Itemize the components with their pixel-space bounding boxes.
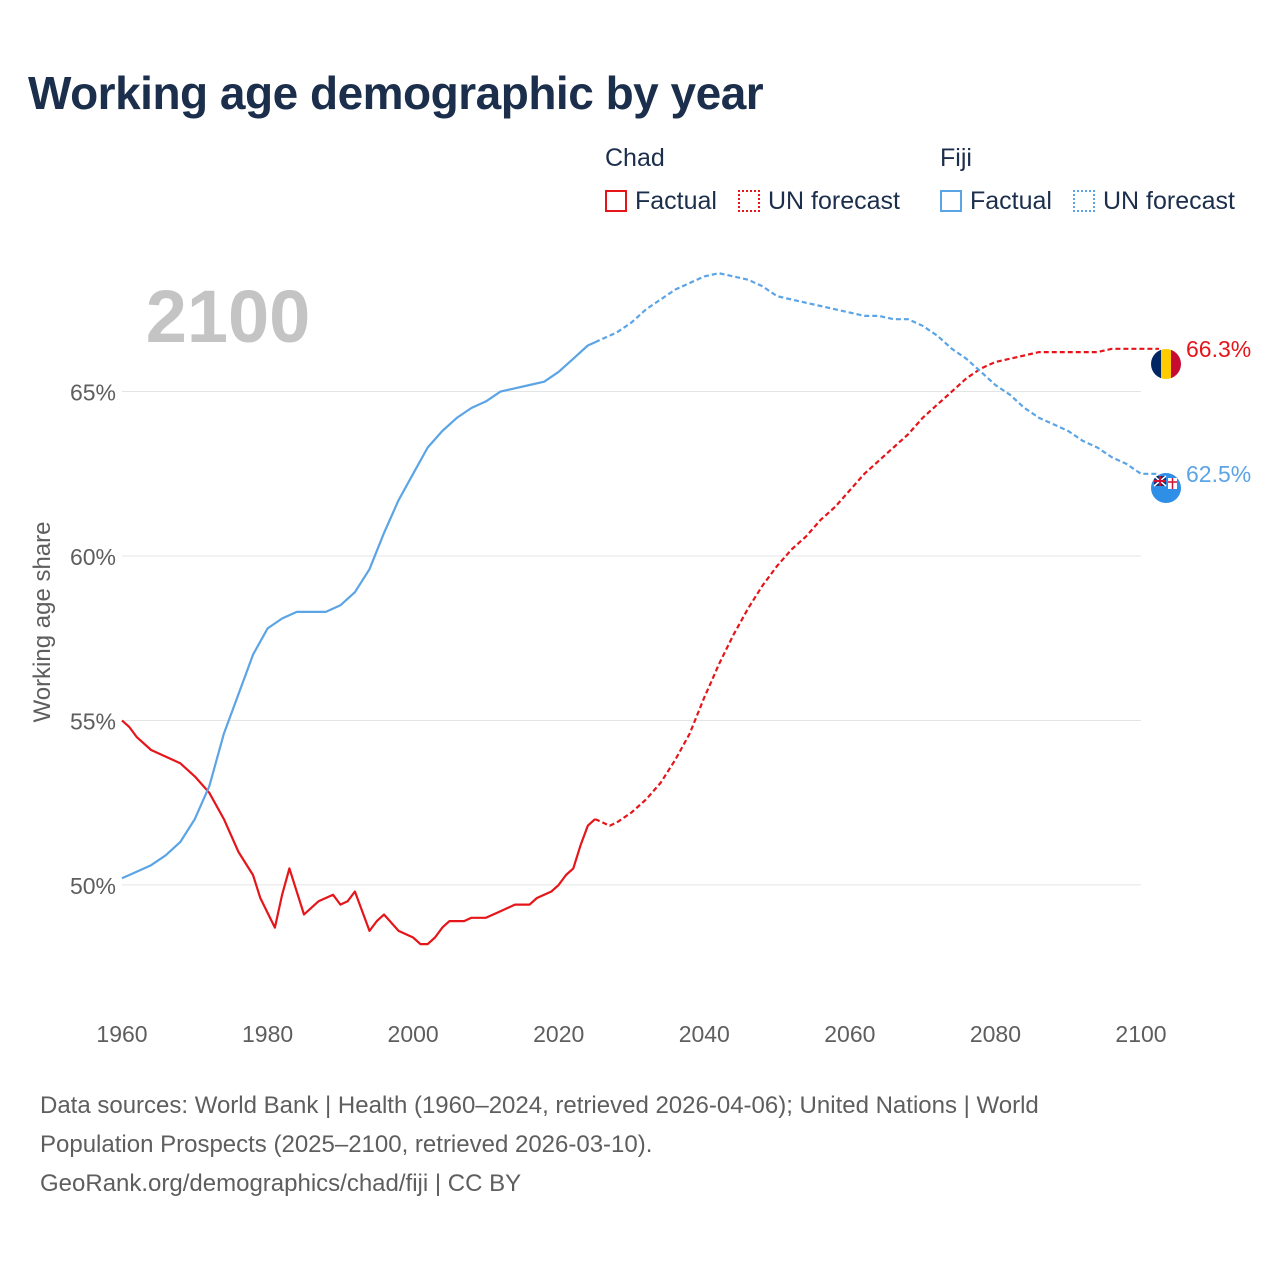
legend-chad-factual[interactable]: Factual bbox=[605, 186, 717, 216]
footer-attribution: GeoRank.org/demographics/chad/fiji | CC … bbox=[40, 1170, 522, 1197]
end-labels: 66.3% 62.5% bbox=[1186, 336, 1251, 487]
legend-swatch-chad-forecast bbox=[738, 190, 760, 212]
grid bbox=[122, 391, 1141, 886]
y-tick-label: 60% bbox=[70, 544, 116, 570]
x-tick-label: 2100 bbox=[1115, 1021, 1166, 1047]
line-chart: 2100 50% 55% 60% 65% 1960 1980 2000 2020 2040 20… bbox=[29, 272, 1251, 1047]
legend-fiji-factual[interactable]: Factual bbox=[940, 186, 1052, 216]
year-watermark: 2100 bbox=[146, 275, 311, 358]
x-tick-label: 2060 bbox=[824, 1021, 875, 1047]
x-tick-label: 2000 bbox=[388, 1021, 439, 1047]
y-tick-label: 65% bbox=[70, 380, 116, 406]
chad-factual-line bbox=[121, 719, 596, 946]
fiji-forecast-line bbox=[594, 272, 1159, 475]
legend-label: UN forecast bbox=[768, 186, 900, 215]
footer: Data sources: World Bank | Health (1960–… bbox=[40, 1086, 1240, 1203]
y-tick-label: 55% bbox=[70, 708, 116, 734]
legend-label: UN forecast bbox=[1103, 186, 1235, 215]
legend-fiji-forecast[interactable]: UN forecast bbox=[1073, 186, 1235, 216]
legend-group-fiji: Fiji bbox=[940, 144, 972, 172]
legend-swatch-fiji-factual bbox=[940, 190, 962, 212]
x-tick-label: 1980 bbox=[242, 1021, 293, 1047]
y-axis-ticks: 50% 55% 60% 65% bbox=[70, 380, 116, 899]
x-tick-label: 2020 bbox=[533, 1021, 584, 1047]
x-tick-label: 1960 bbox=[96, 1021, 147, 1047]
chad-forecast-line bbox=[594, 347, 1159, 827]
x-tick-label: 2040 bbox=[679, 1021, 730, 1047]
chad-end-label: 66.3% bbox=[1186, 336, 1251, 362]
chart-title: Working age demographic by year bbox=[28, 67, 764, 119]
footer-sources-line-1: Data sources: World Bank | Health (1960–… bbox=[40, 1092, 1039, 1119]
fiji-factual-line bbox=[121, 341, 596, 880]
legend-swatch-fiji-forecast bbox=[1073, 190, 1095, 212]
footer-sources-line-2: Population Prospects (2025–2100, retriev… bbox=[40, 1131, 653, 1158]
legend-chad-forecast[interactable]: UN forecast bbox=[738, 186, 900, 216]
x-axis-ticks: 1960 1980 2000 2020 2040 2060 2080 2100 bbox=[96, 1021, 1166, 1047]
x-tick-label: 2080 bbox=[970, 1021, 1021, 1047]
legend-swatch-chad-factual bbox=[605, 190, 627, 212]
legend-label: Factual bbox=[970, 186, 1052, 215]
legend-label: Factual bbox=[635, 186, 717, 215]
y-axis-label: Working age share bbox=[29, 522, 56, 723]
legend-group-chad: Chad bbox=[605, 144, 665, 172]
chad-flag-icon[interactable] bbox=[1151, 349, 1181, 379]
fiji-end-label: 62.5% bbox=[1186, 461, 1251, 487]
end-markers bbox=[1151, 349, 1181, 503]
series bbox=[121, 272, 1159, 946]
y-tick-label: 50% bbox=[70, 873, 116, 899]
fiji-flag-icon[interactable] bbox=[1151, 473, 1181, 503]
